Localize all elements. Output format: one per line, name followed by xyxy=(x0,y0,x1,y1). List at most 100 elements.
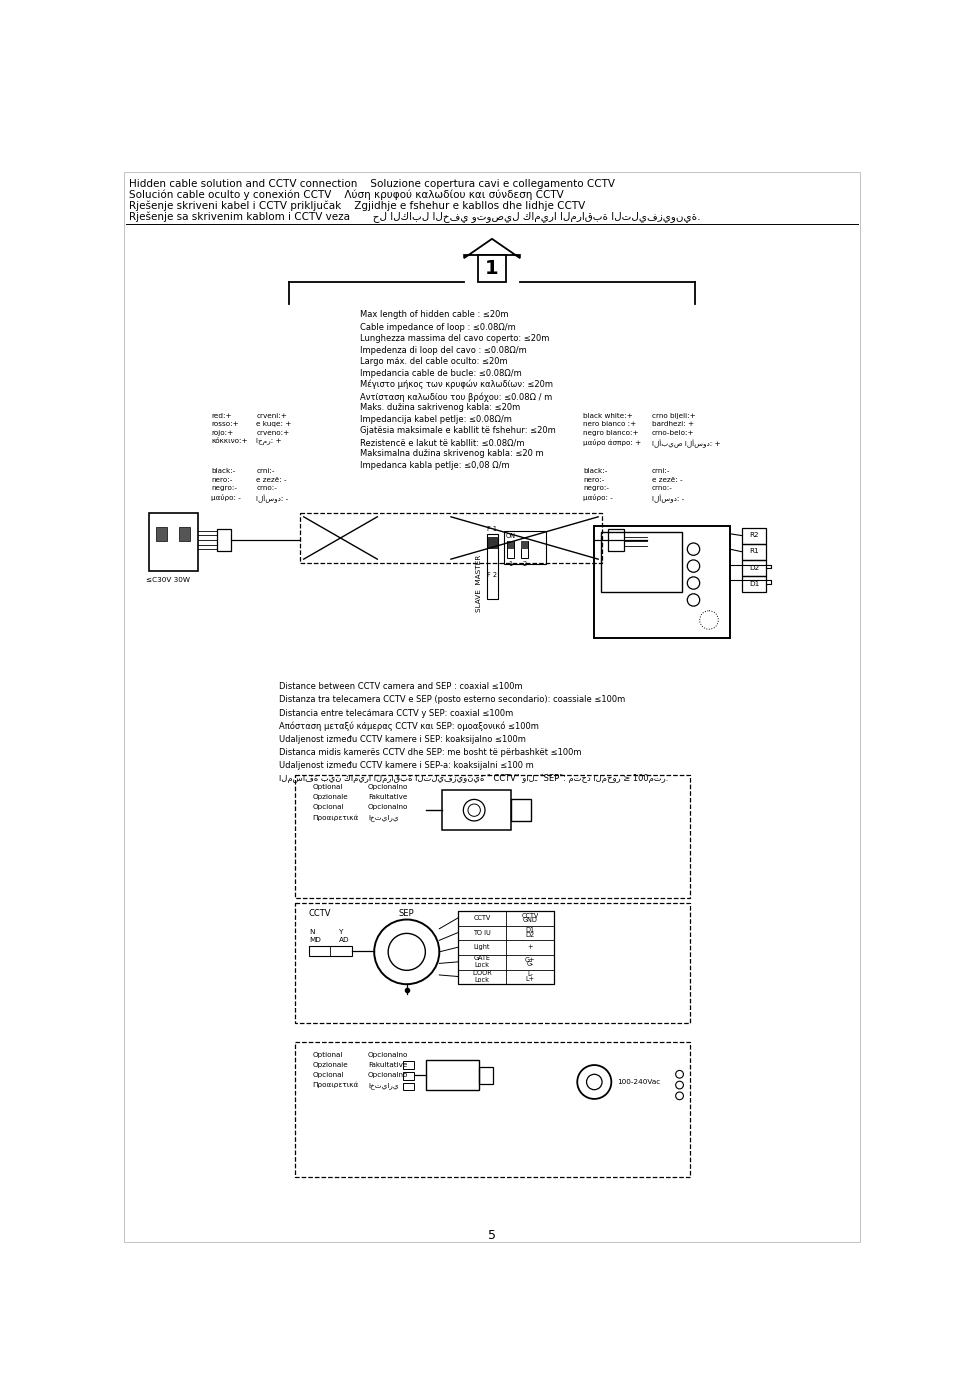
Text: Gjatësia maksimale e kabllit të fshehur: ≤20m
Rezistencë e lakut të kabllit: ≤0.: Gjatësia maksimale e kabllit të fshehur:… xyxy=(360,426,556,447)
Text: R2: R2 xyxy=(749,532,758,538)
Text: Προαιρετικά: Προαιρετικά xyxy=(312,1082,358,1088)
Text: 1: 1 xyxy=(509,561,513,567)
Text: Udaljenost između CCTV kamere i SEP-a: koaksijalni ≤100 m: Udaljenost između CCTV kamere i SEP-a: k… xyxy=(278,762,534,770)
Text: red:+
rosso:+
rojo:+
κόκκινο:+: red:+ rosso:+ rojo:+ κόκκινο:+ xyxy=(211,413,248,444)
Bar xyxy=(479,1067,492,1084)
Text: D1: D1 xyxy=(525,927,535,934)
Text: Distancia entre telecámara CCTV y SEP: coaxial ≤100m: Distancia entre telecámara CCTV y SEP: c… xyxy=(278,708,514,718)
Bar xyxy=(403,1061,414,1070)
Bar xyxy=(295,903,690,1022)
Text: G+: G+ xyxy=(525,956,536,963)
Bar xyxy=(150,512,198,571)
Text: SLAVE  MASTER: SLAVE MASTER xyxy=(476,556,482,612)
Text: Lunghezza massima del cavo coperto: ≤20m
Impedenza di loop del cavo : ≤0.08Ω/m: Lunghezza massima del cavo coperto: ≤20m… xyxy=(360,333,550,354)
Text: R1: R1 xyxy=(749,549,758,554)
Text: 1: 1 xyxy=(485,259,499,277)
Text: Optional: Optional xyxy=(312,784,343,790)
Text: +: + xyxy=(527,944,533,951)
Text: اختياري: اختياري xyxy=(368,813,398,820)
Text: Rješenje skriveni kabel i CCTV priključak    Zgjidhje e fshehur e kabllos dhe li: Rješenje skriveni kabel i CCTV priključa… xyxy=(130,200,586,211)
Text: GND: GND xyxy=(522,917,538,923)
Text: اختياري: اختياري xyxy=(368,1082,398,1089)
Text: Distance between CCTV camera and SEP : coaxial ≤100m: Distance between CCTV camera and SEP : c… xyxy=(278,682,522,692)
Text: F 1: F 1 xyxy=(487,526,497,532)
Bar xyxy=(403,1082,414,1091)
Text: Maks. dužina sakrivenog kabla: ≤20m
Impedancija kabel petlje: ≤0.08Ω/m: Maks. dužina sakrivenog kabla: ≤20m Impe… xyxy=(360,403,520,424)
Text: Opcional: Opcional xyxy=(312,1072,344,1078)
Text: CCTV: CCTV xyxy=(473,916,491,921)
Text: crni:-
e zezë: -
crno:-
الأسود: -: crni:- e zezë: - crno:- الأسود: - xyxy=(256,468,289,503)
Text: 100-240Vac: 100-240Vac xyxy=(617,1079,660,1085)
Text: N
MD: N MD xyxy=(309,928,321,942)
Text: Fakultative: Fakultative xyxy=(368,1063,407,1068)
Bar xyxy=(488,536,496,547)
Text: Rješenje sa skrivenim kablom i CCTV veza       حل الكابل الخفي وتوصيل كاميرا الم: Rješenje sa skrivenim kablom i CCTV veza… xyxy=(130,211,701,223)
Text: Distanca midis kamerës CCTV dhe SEP: me bosht të përbashkët ≤100m: Distanca midis kamerës CCTV dhe SEP: me … xyxy=(278,748,582,757)
Text: Max length of hidden cable : ≤20m
Cable impedance of loop : ≤0.08Ω/m: Max length of hidden cable : ≤20m Cable … xyxy=(360,311,516,332)
Text: D1: D1 xyxy=(749,581,759,587)
Bar xyxy=(156,526,166,540)
Text: Y
AD: Y AD xyxy=(339,928,349,942)
Text: ≤C30V 30W: ≤C30V 30W xyxy=(146,577,189,582)
Bar xyxy=(442,790,512,830)
Text: Opcionalno: Opcionalno xyxy=(368,784,408,790)
Text: Largo máx. del cable oculto: ≤20m
Impedancia cable de bucle: ≤0.08Ω/m: Largo máx. del cable oculto: ≤20m Impeda… xyxy=(360,357,522,378)
Bar xyxy=(504,532,546,564)
Text: Opcionalno: Opcionalno xyxy=(368,1051,408,1058)
Bar xyxy=(300,512,602,563)
Text: Light: Light xyxy=(473,944,491,951)
Text: SEP: SEP xyxy=(399,909,415,918)
Text: Opcionalno: Opcionalno xyxy=(368,804,408,811)
Text: CCTV: CCTV xyxy=(309,909,331,918)
Text: G-: G- xyxy=(526,962,534,967)
Text: Προαιρετικά: Προαιρετικά xyxy=(312,813,358,820)
Text: Fakultative: Fakultative xyxy=(368,794,407,799)
Text: Optional: Optional xyxy=(312,1051,343,1058)
Text: crno bijeli:+
bardhezi: +
crno-belo:+
الأبيض الأسود: +: crno bijeli:+ bardhezi: + crno-belo:+ ال… xyxy=(652,413,720,448)
Text: crni:-
e zezë: -
crno:-
الأسود: -: crni:- e zezë: - crno:- الأسود: - xyxy=(652,468,684,503)
Text: Μέγιστο μήκος των κρυφών καλωδίων: ≤20m
Αντίσταση καλωδίου του βρόχου: ≤0.08Ω / : Μέγιστο μήκος των κρυφών καλωδίων: ≤20m … xyxy=(360,379,553,402)
Text: crveni:+
e kuqe: +
crveno:+
احمر: +: crveni:+ e kuqe: + crveno:+ احمر: + xyxy=(256,413,292,445)
Bar xyxy=(601,532,682,592)
Polygon shape xyxy=(464,239,520,258)
Bar xyxy=(217,529,230,550)
Bar xyxy=(179,526,190,540)
Bar xyxy=(403,1072,414,1079)
Bar xyxy=(309,946,351,956)
Text: Opzionale: Opzionale xyxy=(312,794,348,799)
Bar xyxy=(295,774,690,897)
Text: TO IU: TO IU xyxy=(473,930,491,935)
Text: CCTV: CCTV xyxy=(521,913,539,918)
Text: Maksimalna dužina skrivenog kabla: ≤20 m
Impedanca kabla petlje: ≤0,08 Ω/m: Maksimalna dužina skrivenog kabla: ≤20 m… xyxy=(360,449,544,470)
Text: black:-
nero:-
negro:-
μαύρο: -: black:- nero:- negro:- μαύρο: - xyxy=(584,468,613,501)
Text: 2: 2 xyxy=(522,561,527,567)
Text: black:-
nero:-
negro:-
μαύρο: -: black:- nero:- negro:- μαύρο: - xyxy=(211,468,241,501)
Text: DOOR
Lock: DOOR Lock xyxy=(472,970,492,983)
Bar xyxy=(742,577,765,592)
Bar xyxy=(512,799,531,820)
Text: Udaljenost između CCTV kamere i SEP: koaksijalno ≤100m: Udaljenost između CCTV kamere i SEP: koa… xyxy=(278,735,526,743)
Polygon shape xyxy=(478,255,506,281)
Text: F 2: F 2 xyxy=(487,573,497,578)
Bar xyxy=(742,560,765,577)
Bar xyxy=(507,540,515,557)
Text: Opcional: Opcional xyxy=(312,804,344,811)
Bar xyxy=(520,540,528,557)
Text: Hidden cable solution and CCTV connection    Soluzione copertura cavi e collegam: Hidden cable solution and CCTV connectio… xyxy=(130,179,615,189)
Text: Απόσταση μεταξύ κάμερας CCTV και SEP: ομοαξονικό ≤100m: Απόσταση μεταξύ κάμερας CCTV και SEP: ομ… xyxy=(278,721,539,731)
Bar xyxy=(742,528,765,543)
Bar xyxy=(426,1060,479,1091)
Text: GATE
Lock: GATE Lock xyxy=(473,955,491,969)
Text: 5: 5 xyxy=(488,1229,496,1242)
Text: المسافة بين كاميرا المراقبة التليفزيونية " CCTV" والـ "SEP": متحد المحور ≥ 100مت: المسافة بين كاميرا المراقبة التليفزيونية… xyxy=(278,774,668,783)
Bar xyxy=(508,542,514,549)
Text: D2: D2 xyxy=(749,564,759,571)
Bar xyxy=(521,542,528,549)
Bar xyxy=(609,529,624,550)
Bar xyxy=(487,533,498,599)
Text: Solución cable oculto y conexión CCTV    Λύση κρυφού καλωδίου και σύνδεση CCTV: Solución cable oculto y conexión CCTV Λύ… xyxy=(130,189,564,200)
Bar xyxy=(594,526,730,637)
Text: D2: D2 xyxy=(525,932,535,938)
Text: Opzionale: Opzionale xyxy=(312,1063,348,1068)
Text: ON: ON xyxy=(505,533,516,539)
